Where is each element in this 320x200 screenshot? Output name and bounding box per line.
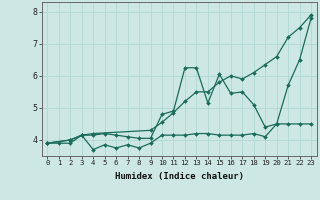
X-axis label: Humidex (Indice chaleur): Humidex (Indice chaleur) xyxy=(115,172,244,181)
